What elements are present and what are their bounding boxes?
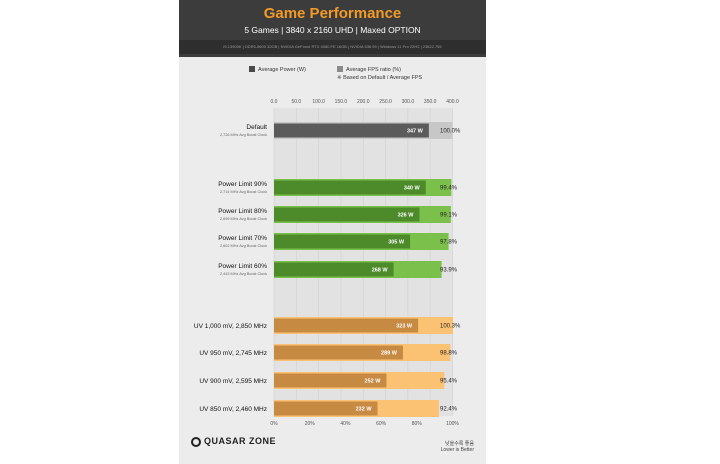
ratio-value-label: 93.9% <box>440 268 458 274</box>
x-tick-label-top: 400.0 <box>446 99 459 105</box>
row-sublabel: 2,443 MHz Avg Boost Clock <box>220 272 267 276</box>
system-specs: i9-13900K | DDR5-5600 32GB | NVIDIA GeFo… <box>179 40 486 54</box>
x-tick-label-bottom: 60% <box>376 421 387 427</box>
power-bar <box>274 318 419 333</box>
chart-title: Game Performance <box>263 5 402 22</box>
legend-note: ※ Based on Default / Average FPS <box>337 75 423 81</box>
brand-logo: QUASAR ZONE <box>191 436 276 447</box>
chart-header: Game Performance 5 Games | 3840 x 2160 U… <box>179 0 486 57</box>
chart-card: Game Performance 5 Games | 3840 x 2160 U… <box>179 0 486 464</box>
row-sublabel: 2,714 MHz Avg Boost Clock <box>220 190 267 194</box>
power-bar <box>274 345 403 360</box>
legend-label-power: Average Power (W) <box>258 67 306 73</box>
legend-item-power: Average Power (W) <box>249 66 306 73</box>
power-value-label: 305 W <box>388 240 405 246</box>
ratio-value-label: 99.4% <box>440 186 458 192</box>
row-label: Power Limit 90% <box>218 181 267 188</box>
x-tick-label-bottom: 20% <box>305 421 316 427</box>
x-tick-label-top: 350.0 <box>424 99 437 105</box>
power-bar <box>274 180 426 195</box>
ratio-value-label: 95.4% <box>440 379 458 385</box>
legend-label-fps: Average FPS ratio (%) <box>346 67 401 73</box>
row-label: UV 850 mV, 2,460 MHz <box>199 406 267 413</box>
ratio-value-label: 97.8% <box>440 240 458 246</box>
x-tick-label-top: 50.0 <box>291 99 301 105</box>
ratio-value-label: 100.3% <box>440 324 461 330</box>
row-sublabel: 2,602 MHz Avg Boost Clock <box>220 244 267 248</box>
x-tick-label-top: 250.0 <box>379 99 392 105</box>
power-value-label: 326 W <box>398 213 415 219</box>
logo-icon <box>191 437 201 447</box>
power-bar <box>274 123 429 138</box>
power-value-label: 252 W <box>365 379 382 385</box>
row-label: Power Limit 60% <box>218 263 267 270</box>
row-sublabel: 2,726 MHz Avg Boost Clock <box>220 133 267 137</box>
power-bar <box>274 401 378 416</box>
row-label: Power Limit 70% <box>218 235 267 242</box>
x-tick-label-bottom: 0% <box>270 421 278 427</box>
chart-subtitle: 5 Games | 3840 x 2160 UHD | Maxed OPTION <box>244 25 421 35</box>
legend-swatch-fps <box>337 66 343 72</box>
footer-note-korean: 낮을수록 좋음 <box>445 441 474 447</box>
power-bar <box>274 207 420 222</box>
row-label: Power Limit 80% <box>218 208 267 215</box>
logo-text: QUASAR ZONE <box>204 436 277 446</box>
power-bar <box>274 262 394 277</box>
legend: Average Power (W) Average FPS ratio (%) … <box>179 64 486 88</box>
x-tick-label-top: 150.0 <box>335 99 348 105</box>
power-value-label: 347 W <box>407 129 424 135</box>
x-tick-label-top: 200.0 <box>357 99 370 105</box>
row-label: UV 1,000 mV, 2,850 MHz <box>194 323 267 330</box>
power-value-label: 289 W <box>381 351 398 357</box>
row-label: Default <box>246 124 267 131</box>
ratio-value-label: 98.8% <box>440 351 458 357</box>
row-label: UV 900 mV, 2,595 MHz <box>199 378 267 385</box>
legend-swatch-power <box>249 66 255 72</box>
ratio-value-label: 92.4% <box>440 407 458 413</box>
x-tick-label-top: 0.0 <box>271 99 278 105</box>
chart-plot: 0.0 50.0 100.0 150.0 200.0 250.0 300.0 350.0 400… <box>194 99 461 427</box>
power-bar <box>274 234 411 249</box>
x-tick-label-top: 300.0 <box>402 99 415 105</box>
power-value-label: 323 W <box>396 324 413 330</box>
x-tick-label-bottom: 40% <box>340 421 351 427</box>
power-value-label: 340 W <box>404 186 421 192</box>
power-bar <box>274 373 387 388</box>
x-tick-label-bottom: 80% <box>412 421 423 427</box>
row-label: UV 950 mV, 2,745 MHz <box>199 350 267 357</box>
ratio-value-label: 100.0% <box>440 129 461 135</box>
x-tick-label-top: 100.0 <box>312 99 325 105</box>
power-value-label: 232 W <box>356 407 373 413</box>
x-tick-label-bottom: 100% <box>446 421 459 427</box>
legend-item-fps: Average FPS ratio (%) <box>337 66 401 73</box>
row-sublabel: 2,699 MHz Avg Boost Clock <box>220 217 267 221</box>
power-value-label: 268 W <box>372 268 389 274</box>
footer-note-english: Lower is Better <box>440 447 474 453</box>
ratio-value-label: 99.1% <box>440 213 458 219</box>
